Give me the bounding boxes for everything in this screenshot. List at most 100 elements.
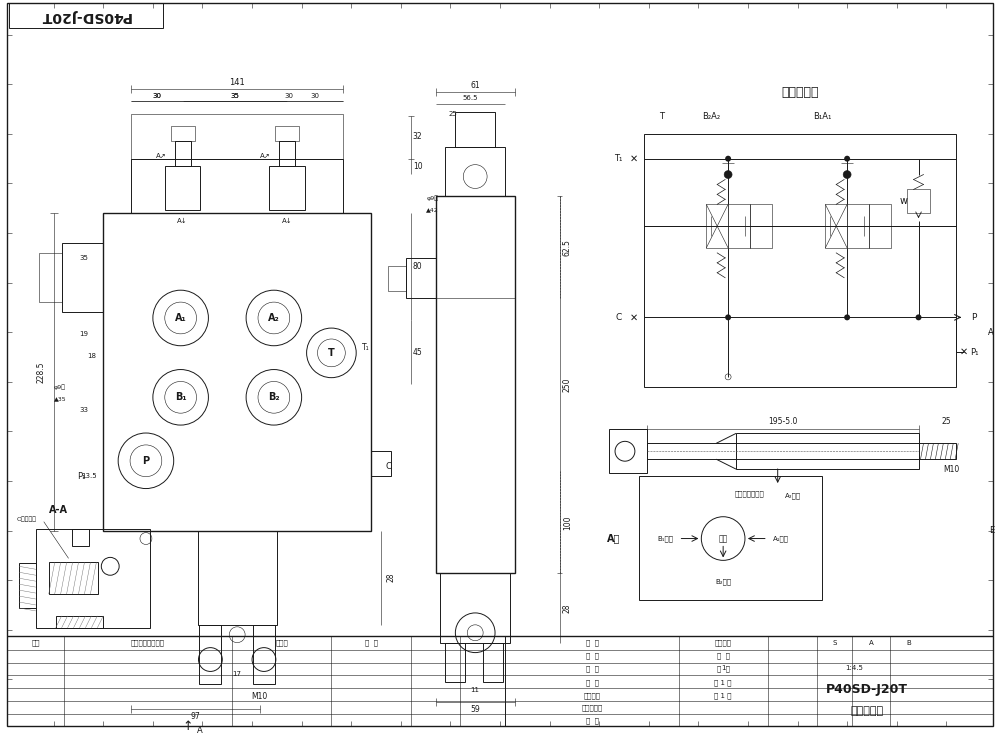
Text: 第 1 张: 第 1 张 — [714, 692, 732, 698]
Bar — [171, 126, 195, 141]
Text: A₁: A₁ — [175, 313, 187, 323]
Text: B₂进油: B₂进油 — [715, 579, 731, 586]
Bar — [275, 126, 299, 141]
Text: 141: 141 — [229, 78, 245, 87]
Text: E: E — [989, 526, 994, 535]
Bar — [847, 204, 869, 248]
Bar — [103, 213, 371, 531]
Text: B₁A₁: B₁A₁ — [813, 112, 832, 121]
Circle shape — [844, 315, 850, 320]
Text: 56.5: 56.5 — [462, 96, 478, 101]
Text: 28: 28 — [563, 603, 572, 613]
Text: 18: 18 — [87, 353, 96, 359]
Text: P₁: P₁ — [77, 472, 86, 481]
Circle shape — [725, 315, 731, 320]
Text: 液压原理图: 液压原理图 — [781, 86, 819, 98]
Text: 25: 25 — [449, 111, 458, 117]
Bar — [445, 147, 505, 196]
Text: 30: 30 — [311, 93, 320, 99]
Text: O型密封圈: O型密封圈 — [17, 517, 37, 523]
Text: 工艺检查: 工艺检查 — [584, 692, 601, 698]
Text: 62.5: 62.5 — [563, 239, 572, 256]
Text: 35: 35 — [230, 93, 239, 99]
Text: 更改人: 更改人 — [275, 639, 288, 646]
Bar — [647, 443, 919, 459]
Bar — [36, 528, 150, 628]
Bar — [907, 190, 930, 213]
Text: 设  计: 设 计 — [586, 639, 599, 646]
Bar — [62, 243, 103, 312]
Text: 图  号: 图 号 — [365, 639, 378, 646]
Bar — [19, 563, 36, 608]
Circle shape — [724, 171, 732, 179]
Circle shape — [844, 156, 850, 162]
Text: A: A — [869, 639, 873, 645]
Circle shape — [725, 156, 731, 162]
Text: 25: 25 — [941, 417, 951, 426]
Text: A: A — [197, 726, 202, 735]
Text: 30: 30 — [152, 93, 161, 99]
Bar — [131, 159, 343, 213]
Text: 标记: 标记 — [32, 639, 40, 646]
Bar — [436, 196, 515, 573]
Text: C: C — [386, 462, 392, 470]
Text: S: S — [832, 639, 836, 645]
Bar — [371, 451, 391, 476]
Text: 30: 30 — [152, 93, 161, 99]
Text: 更改内容审核签字: 更改内容审核签字 — [131, 639, 165, 646]
Text: 描  图: 描 图 — [586, 665, 599, 672]
Bar — [639, 476, 822, 600]
Text: A-A: A-A — [49, 505, 68, 514]
Text: B₁进油: B₁进油 — [658, 535, 674, 542]
Text: A₂: A₂ — [268, 313, 280, 323]
Text: 17: 17 — [233, 671, 242, 678]
Text: 数  量: 数 量 — [717, 652, 730, 659]
Bar — [279, 141, 295, 165]
Bar — [825, 204, 847, 248]
Bar — [253, 625, 275, 684]
Text: 35: 35 — [80, 255, 88, 261]
Text: 批  准: 批 准 — [586, 717, 599, 724]
Text: A↗: A↗ — [260, 153, 270, 159]
Text: ✕: ✕ — [630, 154, 638, 164]
Text: 28: 28 — [386, 573, 395, 582]
Text: ↑: ↑ — [182, 720, 193, 734]
Text: 按二控制方式：: 按二控制方式： — [734, 490, 764, 497]
Text: 共 1 张: 共 1 张 — [714, 679, 732, 686]
Text: 制  图: 制 图 — [586, 652, 599, 659]
Text: 19: 19 — [79, 331, 88, 337]
Text: A↓: A↓ — [177, 218, 188, 224]
Text: C: C — [616, 313, 622, 322]
Bar — [388, 266, 406, 290]
Circle shape — [916, 315, 922, 320]
Text: M10: M10 — [251, 692, 267, 700]
Text: 30: 30 — [284, 93, 293, 99]
Text: B₂A₂: B₂A₂ — [702, 112, 720, 121]
Text: 97: 97 — [191, 711, 200, 720]
Text: 195-5.0: 195-5.0 — [768, 417, 797, 426]
Bar — [72, 528, 89, 546]
Text: 1:4.5: 1:4.5 — [845, 665, 863, 672]
Bar — [440, 573, 510, 642]
Text: 33: 33 — [79, 407, 88, 413]
Text: P40SD-J20T: P40SD-J20T — [40, 9, 131, 23]
Text: 二联多路阀: 二联多路阀 — [850, 706, 884, 716]
Text: A: A — [988, 328, 994, 337]
Text: 13.5: 13.5 — [81, 473, 96, 479]
Text: 校  对: 校 对 — [586, 679, 599, 686]
Text: B₂: B₂ — [268, 392, 280, 402]
Bar — [706, 204, 728, 248]
Text: φ9孔: φ9孔 — [54, 384, 66, 390]
Text: 250: 250 — [563, 378, 572, 392]
Text: ✕: ✕ — [630, 312, 638, 323]
Bar — [39, 253, 62, 303]
Text: ▲35: ▲35 — [54, 396, 66, 401]
Circle shape — [843, 171, 851, 179]
Text: ▲42: ▲42 — [426, 207, 439, 212]
Text: M10: M10 — [943, 465, 959, 473]
Text: P: P — [971, 313, 977, 322]
Bar — [869, 204, 891, 248]
Bar — [728, 204, 750, 248]
Text: w: w — [900, 196, 908, 207]
Bar — [198, 531, 277, 625]
